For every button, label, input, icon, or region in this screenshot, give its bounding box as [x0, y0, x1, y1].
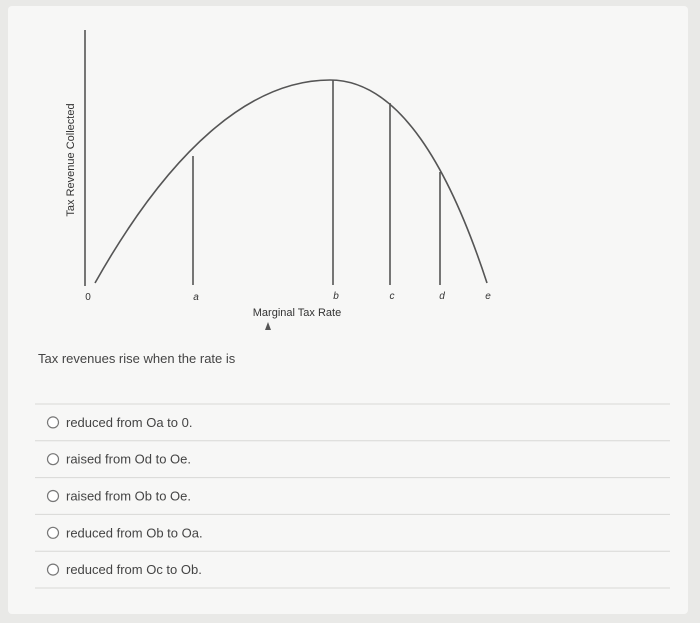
- question-text: Tax revenues rise when the rate is: [38, 351, 236, 366]
- radio-button[interactable]: [46, 526, 60, 539]
- laffer-diagram: [84, 30, 488, 330]
- point-label: a: [193, 292, 199, 303]
- option-text[interactable]: reduced from Oc to Ob.: [66, 562, 202, 577]
- radio-button[interactable]: [46, 563, 60, 576]
- point-label: b: [333, 291, 339, 302]
- options: reduced from Oa to 0. raised from Od to O…: [35, 403, 670, 589]
- y-axis-label: Tax Revenue Collected: [65, 103, 77, 216]
- point-label: d: [439, 291, 445, 302]
- option-text[interactable]: raised from Ob to Oe.: [66, 489, 191, 504]
- x-axis-label: Marginal Tax Rate: [253, 307, 341, 319]
- option-text[interactable]: reduced from Oa to 0.: [66, 415, 192, 430]
- radio-button[interactable]: [46, 416, 60, 429]
- radio-button[interactable]: [46, 489, 60, 503]
- cursor-arrow: [265, 322, 271, 330]
- point-label: e: [485, 291, 491, 302]
- radio-button[interactable]: [46, 453, 60, 466]
- question-panel: [8, 6, 688, 614]
- laffer-curve: [94, 79, 488, 284]
- origin-label: 0: [85, 292, 91, 303]
- point-label: c: [390, 291, 395, 302]
- option-text[interactable]: raised from Od to Oe.: [66, 452, 191, 467]
- option-text[interactable]: reduced from Ob to Oa.: [66, 525, 203, 540]
